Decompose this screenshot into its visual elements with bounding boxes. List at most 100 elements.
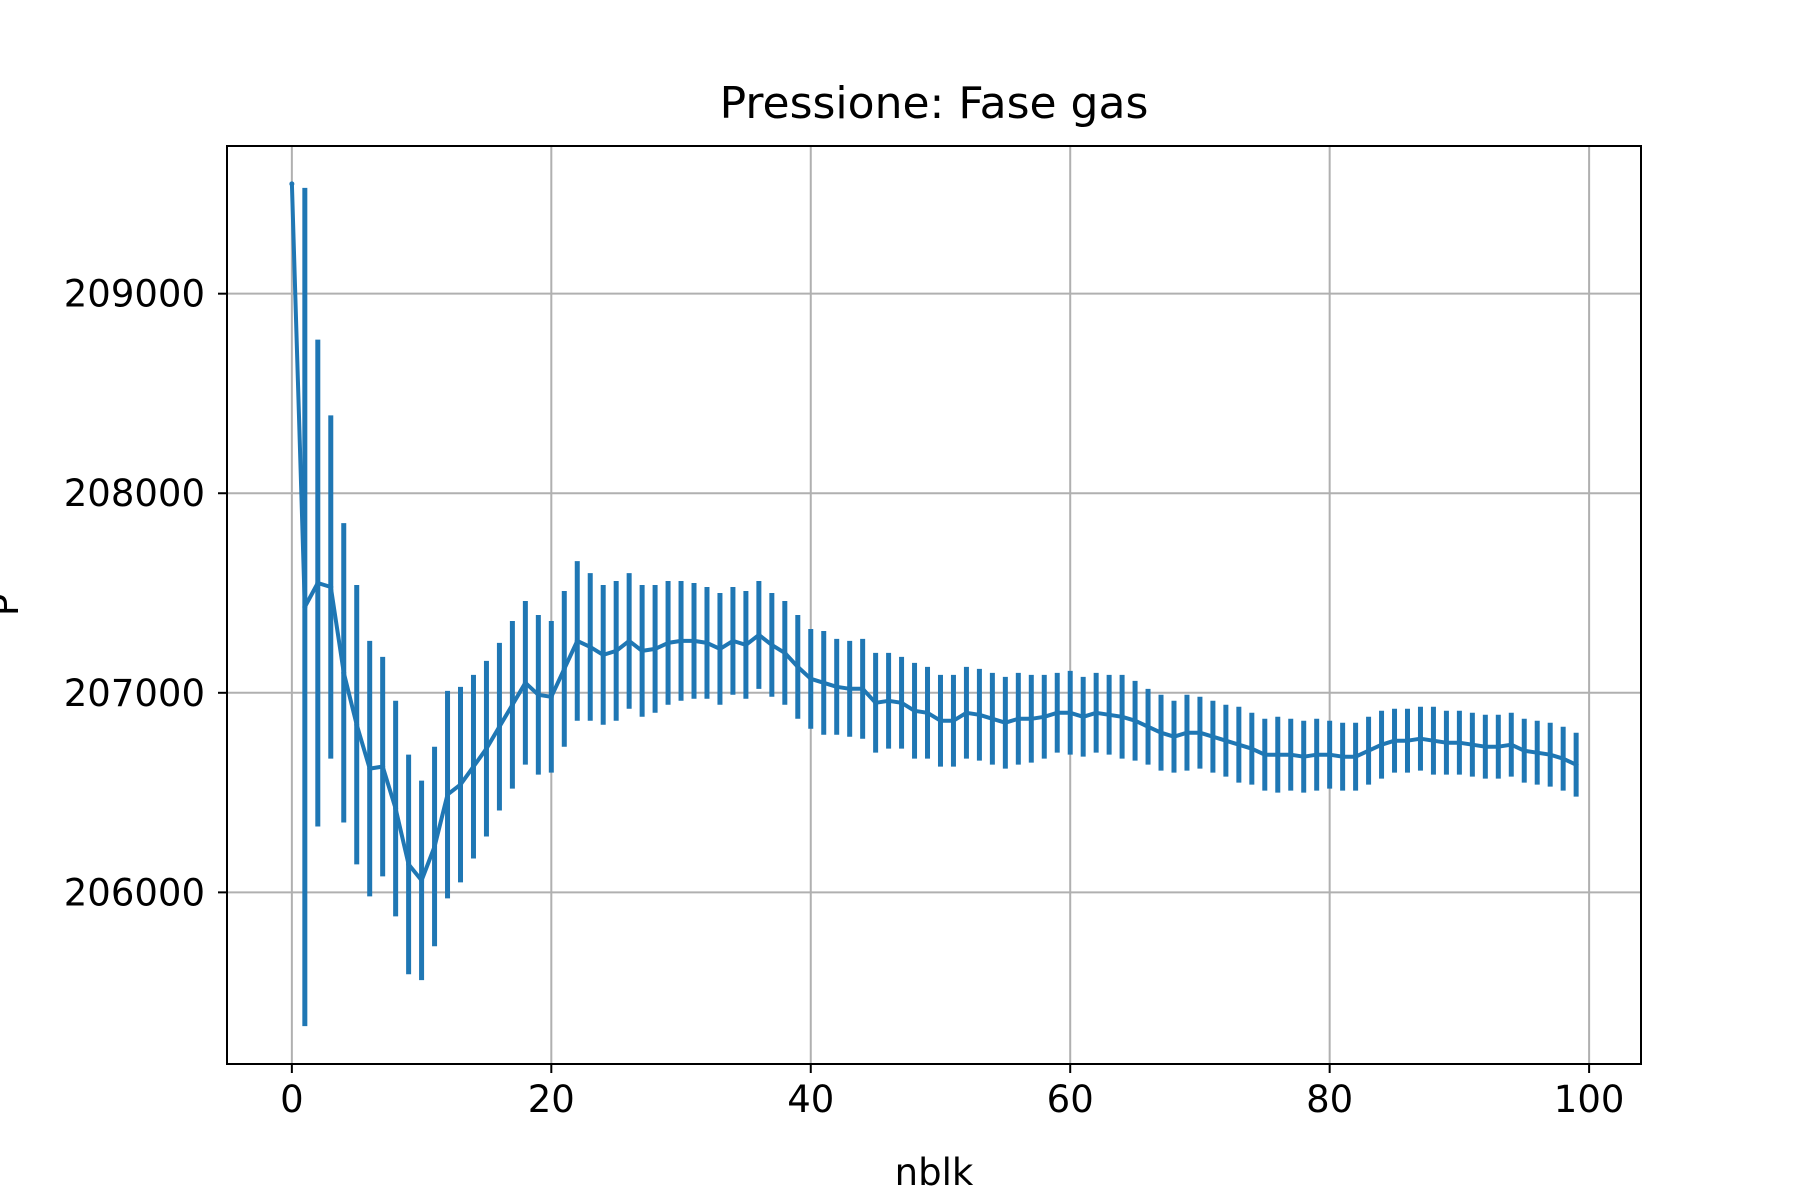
x-tick-label: 80 bbox=[1306, 1078, 1353, 1121]
data-point bbox=[574, 638, 580, 644]
data-point bbox=[1080, 714, 1086, 720]
data-point bbox=[860, 686, 866, 692]
data-point bbox=[1210, 734, 1216, 740]
data-point bbox=[1404, 738, 1410, 744]
data-point bbox=[483, 746, 489, 752]
data-point bbox=[380, 764, 386, 770]
data-point bbox=[1379, 742, 1385, 748]
data-point bbox=[1301, 754, 1307, 760]
data-point bbox=[1145, 724, 1151, 730]
data-point bbox=[1223, 738, 1229, 744]
y-tick-label: 206000 bbox=[64, 871, 205, 914]
data-point bbox=[1184, 730, 1190, 736]
data-point bbox=[1469, 742, 1475, 748]
data-point bbox=[613, 648, 619, 654]
y-tick-label: 208000 bbox=[64, 472, 205, 515]
data-point bbox=[1158, 730, 1164, 736]
data-point bbox=[717, 646, 723, 652]
data-point bbox=[367, 766, 373, 772]
data-point bbox=[1456, 740, 1462, 746]
data-point bbox=[626, 638, 632, 644]
y-tick-label: 209000 bbox=[64, 273, 205, 316]
x-axis-label: nblk bbox=[895, 1151, 974, 1194]
data-point bbox=[1443, 740, 1449, 746]
data-point bbox=[743, 642, 749, 648]
data-point bbox=[393, 806, 399, 812]
data-point bbox=[769, 642, 775, 648]
data-point bbox=[937, 718, 943, 724]
plot-frame bbox=[226, 145, 1642, 1065]
data-point bbox=[1327, 752, 1333, 758]
data-point bbox=[1249, 746, 1255, 752]
data-point bbox=[1132, 718, 1138, 724]
data-point bbox=[354, 722, 360, 728]
x-tick-label: 40 bbox=[787, 1078, 834, 1121]
data-point bbox=[1197, 730, 1203, 736]
data-point bbox=[1560, 756, 1566, 762]
data-point bbox=[548, 694, 554, 700]
data-point bbox=[795, 664, 801, 670]
data-point bbox=[873, 700, 879, 706]
ticks: 0 20 40 60 80 100 206000 207000 208000 209000 bbox=[64, 273, 1625, 1121]
data-point bbox=[1067, 710, 1073, 716]
data-point bbox=[1353, 754, 1359, 760]
data-point bbox=[1314, 752, 1320, 758]
data-point bbox=[587, 644, 593, 650]
data-point bbox=[652, 646, 658, 652]
data-point bbox=[847, 686, 853, 692]
data-point bbox=[704, 640, 710, 646]
series-line bbox=[289, 183, 1577, 883]
data-point bbox=[912, 708, 918, 714]
data-point bbox=[302, 604, 308, 610]
data-point bbox=[1495, 744, 1501, 750]
x-tick-label: 100 bbox=[1554, 1078, 1625, 1121]
data-point bbox=[328, 584, 334, 590]
data-point bbox=[1028, 716, 1034, 722]
data-point bbox=[665, 640, 671, 646]
chart-title: Pressione: Fase gas bbox=[720, 78, 1149, 129]
y-tick-label: 207000 bbox=[64, 672, 205, 715]
data-point bbox=[678, 638, 684, 644]
data-point bbox=[963, 710, 969, 716]
data-point bbox=[445, 792, 451, 798]
data-point bbox=[1041, 714, 1047, 720]
data-point bbox=[406, 861, 412, 867]
data-point bbox=[886, 698, 892, 704]
data-point bbox=[989, 716, 995, 722]
data-point bbox=[1508, 742, 1514, 748]
data-point bbox=[1015, 716, 1021, 722]
data-point bbox=[1275, 752, 1281, 758]
data-point bbox=[730, 638, 736, 644]
data-point bbox=[899, 700, 905, 706]
data-point bbox=[1534, 750, 1540, 756]
data-point bbox=[341, 670, 347, 676]
x-tick-label: 20 bbox=[528, 1078, 575, 1121]
data-point bbox=[1288, 752, 1294, 758]
data-point bbox=[1054, 710, 1060, 716]
data-point bbox=[756, 632, 762, 638]
data-point bbox=[535, 692, 541, 698]
data-point bbox=[600, 652, 606, 658]
data-point bbox=[976, 712, 982, 718]
data-point bbox=[1417, 736, 1423, 742]
data-point bbox=[1366, 748, 1372, 754]
data-point bbox=[561, 666, 567, 672]
data-point bbox=[1547, 752, 1553, 758]
data-point bbox=[289, 181, 295, 187]
data-point bbox=[808, 676, 814, 682]
data-point bbox=[691, 638, 697, 644]
data-point bbox=[496, 724, 502, 730]
data-point bbox=[315, 580, 321, 586]
data-point bbox=[821, 680, 827, 686]
data-point bbox=[834, 684, 840, 690]
data-point bbox=[509, 702, 515, 708]
y-axis-label: P bbox=[0, 594, 27, 616]
data-point bbox=[522, 680, 528, 686]
data-point bbox=[458, 782, 464, 788]
data-point bbox=[1262, 752, 1268, 758]
data-point bbox=[950, 718, 956, 724]
data-point bbox=[432, 843, 438, 849]
data-point bbox=[1119, 714, 1125, 720]
